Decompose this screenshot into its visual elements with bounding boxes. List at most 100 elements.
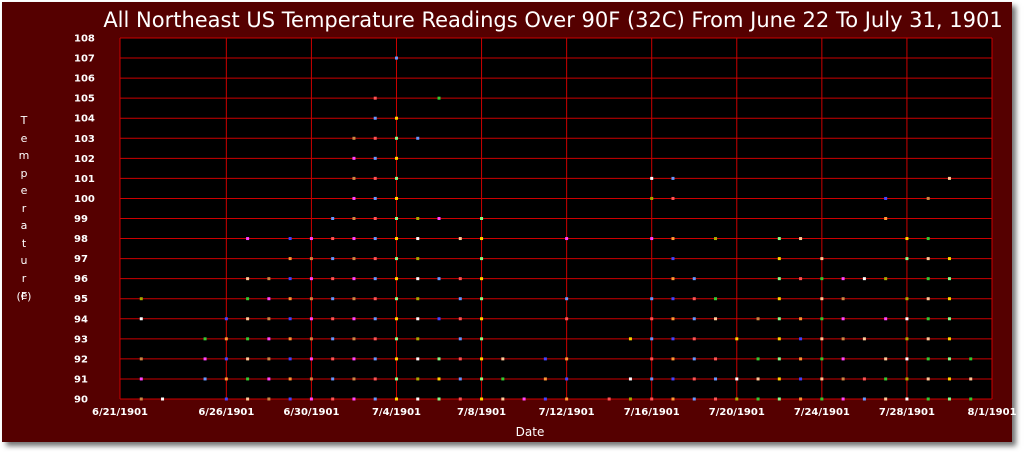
data-point [139, 357, 143, 361]
x-tick-labels: 6/21/1901 6/26/1901 6/30/1901 7/4/1901 7/8/1… [92, 407, 1017, 418]
data-point [373, 136, 377, 140]
data-point [416, 237, 420, 241]
data-point [246, 277, 250, 281]
data-point [416, 257, 420, 261]
data-point [416, 337, 420, 341]
data-point [331, 317, 335, 321]
y-tick-label: 103 [74, 134, 95, 145]
data-point [501, 377, 505, 381]
data-point [224, 397, 228, 401]
data-point [480, 277, 484, 281]
data-point [565, 397, 569, 401]
data-point [437, 317, 441, 321]
data-point [416, 277, 420, 281]
chart-title: All Northeast US Temperature Readings Ov… [103, 8, 1003, 32]
data-point [692, 397, 696, 401]
data-point [394, 156, 398, 160]
data-point [777, 257, 781, 261]
x-tick-label: 7/20/1901 [709, 407, 765, 418]
data-point [246, 377, 250, 381]
data-point [373, 257, 377, 261]
data-point [288, 317, 292, 321]
data-point [692, 377, 696, 381]
y-axis-title-letter: r [21, 201, 27, 215]
y-tick-label: 108 [74, 34, 95, 45]
data-point [394, 357, 398, 361]
data-point [309, 357, 313, 361]
data-point [841, 337, 845, 341]
data-point [926, 297, 930, 301]
data-point [522, 397, 526, 401]
data-point [841, 377, 845, 381]
data-point [565, 237, 569, 241]
data-point [650, 237, 654, 241]
data-point [480, 257, 484, 261]
data-point [841, 277, 845, 281]
data-point [394, 257, 398, 261]
data-point [437, 277, 441, 281]
data-point [756, 317, 760, 321]
data-point [777, 277, 781, 281]
data-point [458, 297, 462, 301]
data-point [267, 377, 271, 381]
y-tick-label: 98 [74, 234, 88, 245]
data-point [926, 237, 930, 241]
data-point [309, 237, 313, 241]
data-point [799, 277, 803, 281]
data-point [267, 297, 271, 301]
x-tick-label: 6/26/1901 [198, 407, 254, 418]
data-point [671, 397, 675, 401]
data-point [671, 377, 675, 381]
data-point [607, 397, 611, 401]
data-point [862, 397, 866, 401]
data-point [246, 357, 250, 361]
data-point [309, 277, 313, 281]
data-point [565, 297, 569, 301]
data-point [309, 337, 313, 341]
data-point [373, 277, 377, 281]
data-point [501, 397, 505, 401]
data-point [969, 377, 973, 381]
data-point [288, 397, 292, 401]
data-point [416, 136, 420, 140]
data-point [309, 377, 313, 381]
data-point [671, 176, 675, 180]
data-point [884, 277, 888, 281]
data-point [777, 237, 781, 241]
data-point [671, 277, 675, 281]
data-point [756, 357, 760, 361]
data-point [288, 377, 292, 381]
data-point [650, 377, 654, 381]
x-tick-label: 6/21/1901 [92, 407, 148, 418]
data-point [394, 297, 398, 301]
data-point [458, 397, 462, 401]
y-axis-unit: (F) [16, 290, 32, 303]
data-point [841, 317, 845, 321]
data-point [394, 397, 398, 401]
data-point [650, 196, 654, 200]
data-point [437, 357, 441, 361]
data-point [331, 397, 335, 401]
data-point [246, 317, 250, 321]
data-point [947, 176, 951, 180]
data-point [373, 156, 377, 160]
data-points [139, 56, 973, 401]
data-point [394, 317, 398, 321]
data-point [714, 317, 718, 321]
data-point [884, 397, 888, 401]
data-point [437, 217, 441, 220]
data-point [905, 257, 909, 261]
data-point [139, 317, 143, 321]
data-point [671, 317, 675, 321]
data-point [671, 357, 675, 361]
data-point [777, 337, 781, 341]
data-point [480, 217, 484, 220]
data-point [331, 257, 335, 261]
data-point [352, 217, 356, 220]
data-point [820, 397, 824, 401]
data-point [820, 317, 824, 321]
data-point [735, 377, 739, 381]
data-point [480, 397, 484, 401]
y-tick-label: 97 [74, 254, 88, 265]
